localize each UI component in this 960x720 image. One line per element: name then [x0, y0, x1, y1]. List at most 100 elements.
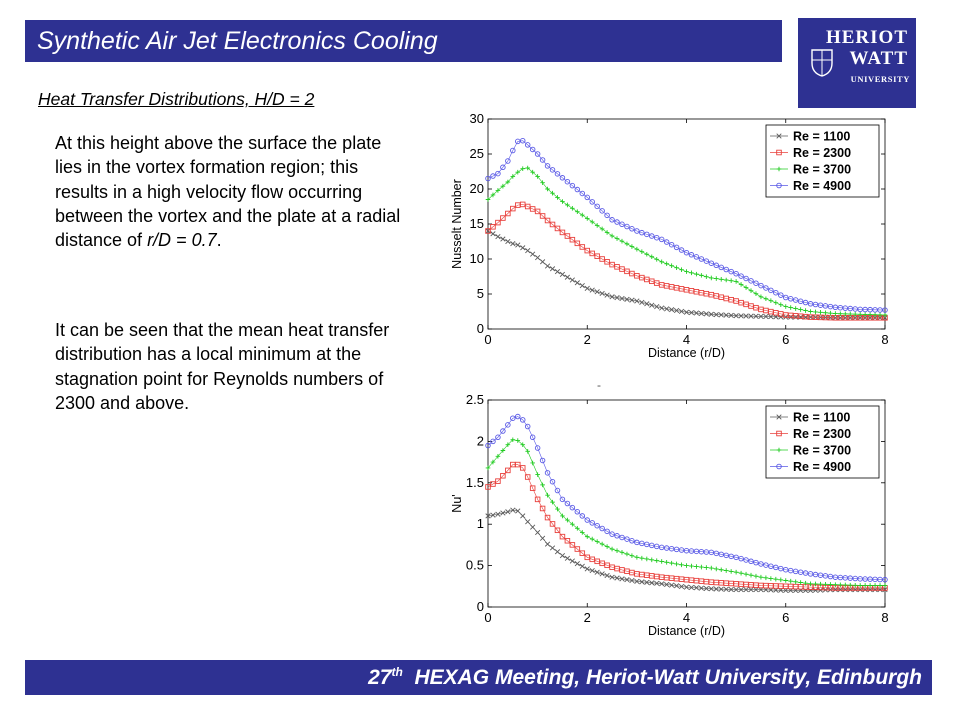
- data-point: [882, 583, 888, 588]
- data-point: [589, 199, 595, 205]
- data-point: [490, 231, 496, 237]
- data-point: [594, 289, 600, 295]
- data-point: [560, 513, 565, 519]
- data-point: [743, 275, 749, 282]
- data-point: [768, 298, 774, 304]
- data-point: [703, 585, 709, 592]
- data-point: [564, 555, 571, 561]
- data-point: [535, 472, 540, 477]
- data-point: [768, 287, 774, 294]
- data-point: [505, 179, 511, 185]
- data-point: [654, 558, 660, 563]
- data-point: [485, 513, 491, 519]
- data-point: [565, 202, 570, 208]
- data-point: [490, 512, 496, 518]
- data-point: [549, 545, 556, 551]
- data-point: [510, 415, 516, 421]
- data-point: [574, 560, 580, 567]
- data-point: [743, 557, 749, 563]
- x-tick-label: 2: [584, 332, 591, 347]
- data-point: [773, 576, 779, 582]
- data-point: [634, 539, 640, 546]
- data-point: [510, 240, 516, 247]
- data-point: [500, 236, 506, 242]
- data-point: [550, 499, 555, 505]
- data-point: [594, 253, 600, 259]
- data-point: [505, 158, 511, 164]
- data-point: [748, 558, 754, 565]
- data-point: [495, 170, 501, 177]
- data-point: [818, 310, 823, 315]
- data-point: [594, 522, 600, 529]
- data-point: [544, 217, 551, 224]
- data-point: [599, 226, 605, 232]
- data-point: [530, 524, 536, 530]
- series-re-3700: [485, 165, 888, 318]
- data-point: [569, 182, 576, 189]
- data-point: [792, 297, 799, 303]
- data-point: [708, 260, 715, 266]
- data-point: [490, 481, 496, 487]
- data-point: [589, 520, 595, 526]
- data-point: [604, 212, 610, 219]
- data-point: [624, 241, 630, 247]
- data-point: [738, 586, 744, 593]
- data-point: [624, 551, 630, 557]
- data-point: [709, 275, 714, 281]
- data-point: [693, 254, 700, 260]
- data-point: [664, 306, 670, 312]
- data-point: [713, 311, 719, 318]
- data-point: [534, 445, 541, 451]
- data-point: [515, 413, 521, 420]
- data-point: [776, 430, 782, 437]
- data-point: [554, 225, 561, 232]
- data-point: [728, 312, 734, 319]
- data-point: [594, 569, 600, 575]
- data-point: [624, 223, 630, 230]
- data-point: [678, 308, 685, 314]
- data-point: [828, 582, 833, 587]
- x-tick-label: 2: [584, 610, 591, 625]
- data-point: [743, 285, 749, 290]
- data-point: [738, 313, 744, 319]
- data-point: [763, 285, 769, 291]
- data-point: [698, 585, 705, 591]
- data-point: [510, 147, 516, 154]
- data-point: [555, 195, 560, 200]
- footer-ordinal-suffix: th: [391, 665, 403, 679]
- data-point: [554, 487, 561, 494]
- data-point: [812, 587, 819, 593]
- data-point: [718, 264, 724, 271]
- data-point: [565, 517, 570, 523]
- data-point: [802, 570, 809, 576]
- data-point: [545, 186, 550, 192]
- data-point: [867, 583, 873, 588]
- data-point: [728, 586, 734, 593]
- data-point: [500, 428, 506, 434]
- data-point: [673, 244, 680, 251]
- data-point: [644, 556, 650, 562]
- data-point: [783, 304, 789, 309]
- data-point: [669, 263, 674, 269]
- data-point: [549, 521, 556, 527]
- x-tick-label: 4: [683, 332, 690, 347]
- data-point: [649, 557, 655, 563]
- data-point: [535, 529, 541, 536]
- data-point: [723, 312, 729, 318]
- data-point: [629, 226, 635, 232]
- data-point: [485, 442, 491, 449]
- data-point: [723, 586, 729, 592]
- data-point: [495, 219, 501, 226]
- data-point: [490, 192, 496, 198]
- data-point: [574, 546, 581, 552]
- data-point: [743, 571, 749, 577]
- university-logo: HERIOT WATT UNIVERSITY: [798, 18, 916, 108]
- series-re-3700: [485, 437, 888, 588]
- data-point: [574, 280, 580, 286]
- data-point: [649, 302, 655, 308]
- data-point: [758, 561, 764, 567]
- data-point: [713, 550, 720, 557]
- data-point: [619, 550, 625, 555]
- data-point: [778, 565, 784, 572]
- data-point: [599, 525, 605, 532]
